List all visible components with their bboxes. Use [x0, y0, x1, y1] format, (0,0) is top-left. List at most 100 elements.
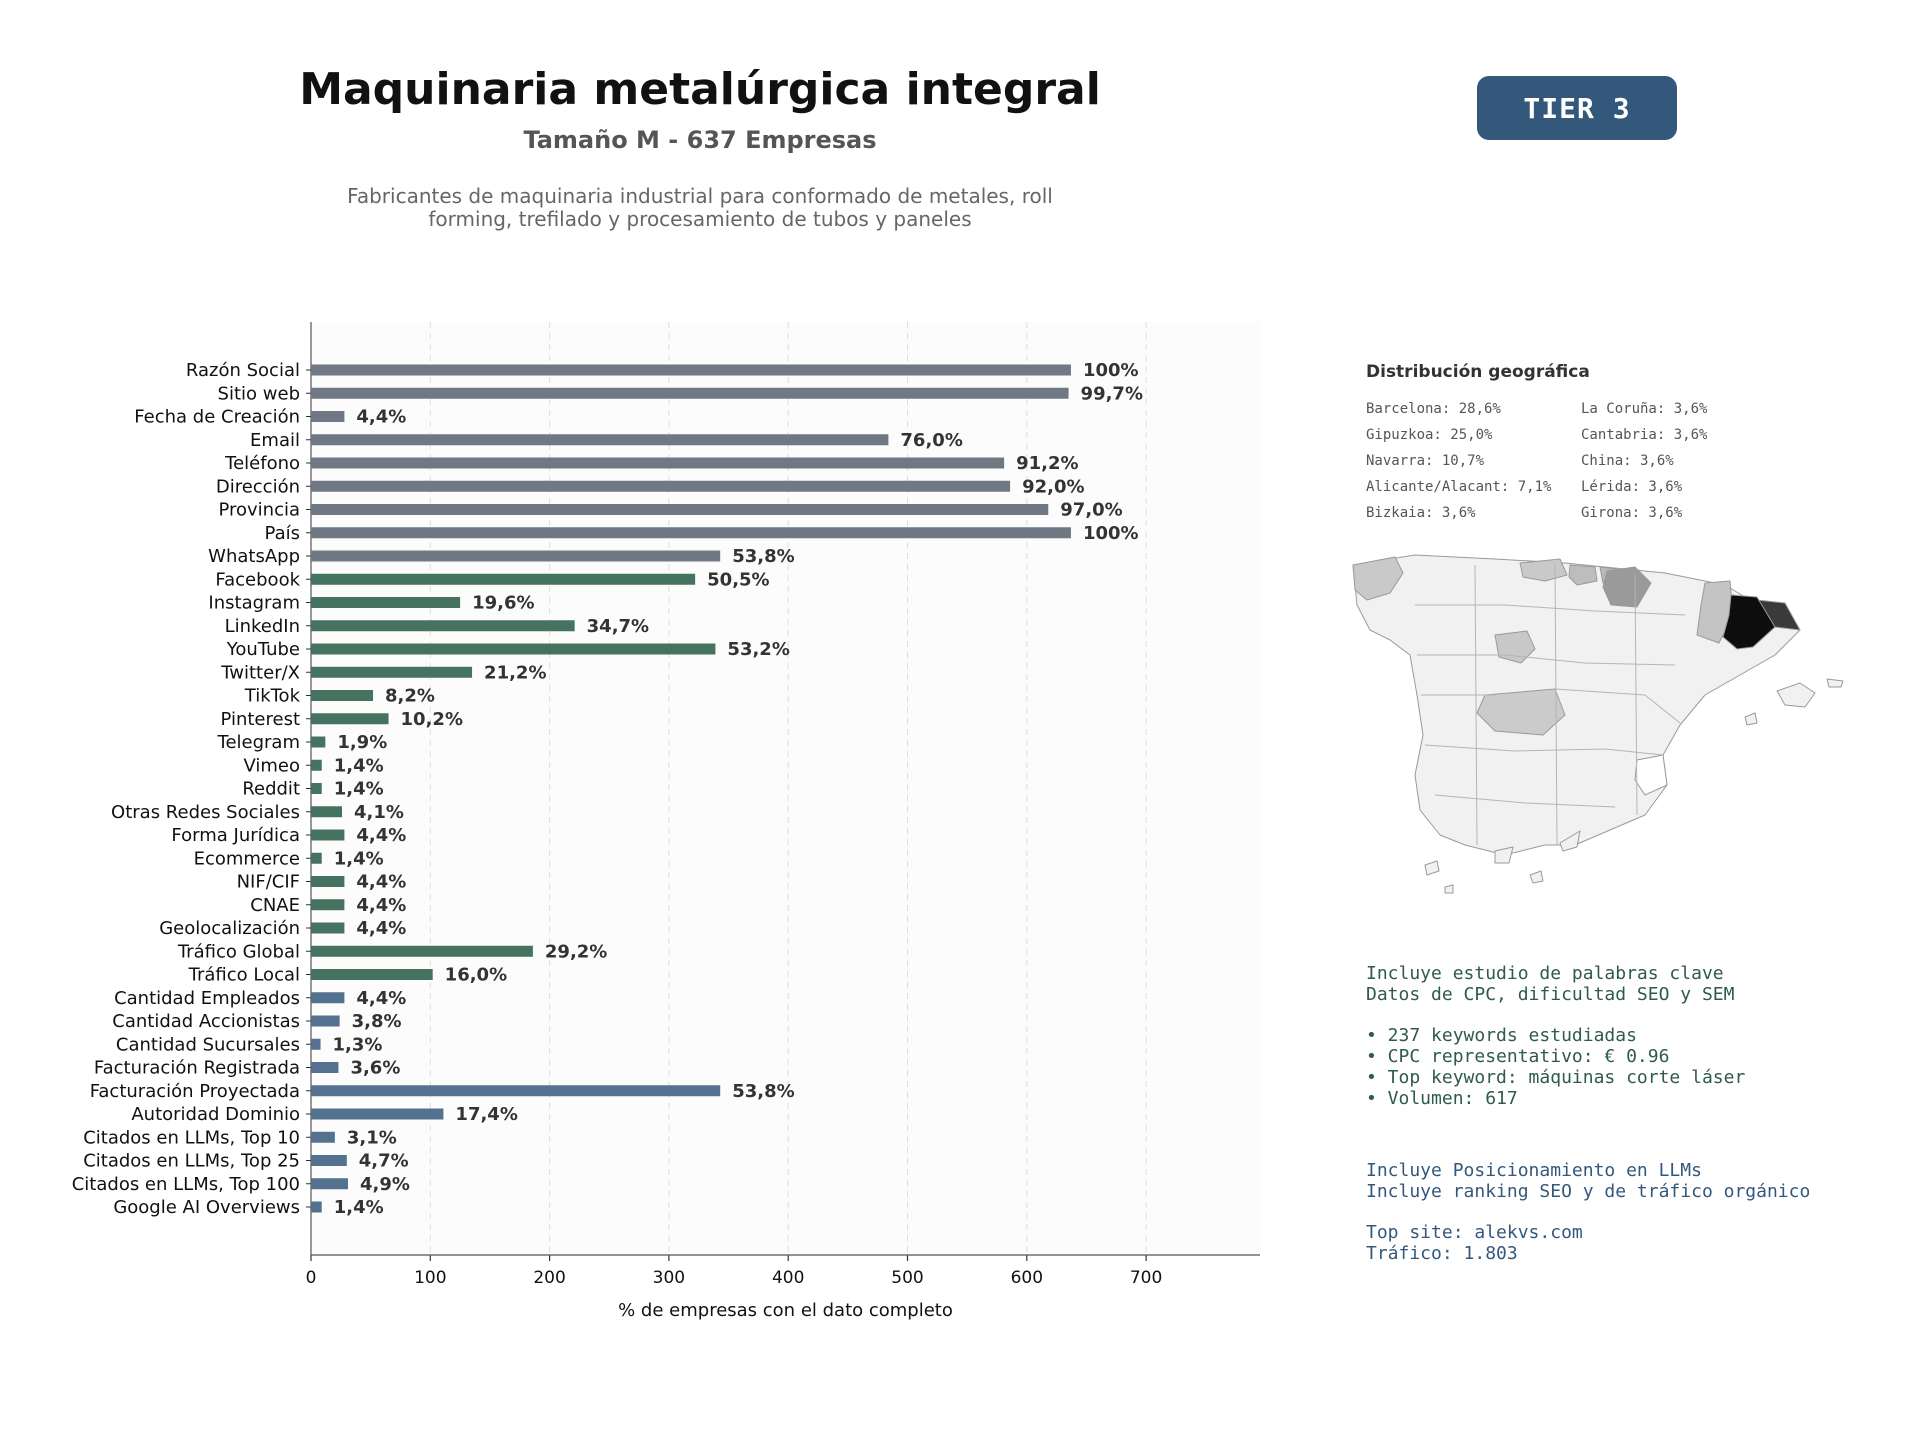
category-label: Autoridad Dominio — [131, 1104, 300, 1125]
category-label: Citados en LLMs, Top 10 — [83, 1127, 300, 1148]
data-label: 4,4% — [356, 988, 406, 1009]
keywords-line-2: Datos de CPC, dificultad SEO y SEM — [1366, 984, 1735, 1005]
category-label: Fecha de Creación — [134, 407, 300, 428]
bar — [311, 411, 345, 422]
category-label: NIF/CIF — [237, 872, 300, 893]
geo-item: Bizkaia: 3,6% — [1366, 505, 1476, 521]
keywords-panel: Incluye estudio de palabras clave Datos … — [1366, 963, 1745, 1109]
category-label: Citados en LLMs, Top 25 — [83, 1151, 300, 1172]
data-label: 4,4% — [356, 825, 406, 846]
data-label: 100% — [1083, 360, 1139, 381]
bar — [311, 713, 389, 725]
bar — [311, 504, 1049, 515]
map-region-lerida — [1696, 580, 1734, 644]
geo-item: China: 3,6% — [1581, 453, 1674, 469]
bar — [311, 945, 533, 957]
data-label: 50,5% — [707, 569, 769, 590]
bar — [311, 1015, 340, 1027]
bar — [311, 1062, 339, 1073]
bar — [311, 783, 322, 794]
geo-item: Girona: 3,6% — [1581, 505, 1683, 521]
data-label: 92,0% — [1022, 476, 1084, 497]
category-label: YouTube — [226, 639, 300, 660]
category-label: LinkedIn — [225, 616, 300, 637]
data-label: 29,2% — [545, 941, 607, 962]
bar — [311, 829, 345, 841]
bar — [311, 620, 575, 632]
bar — [311, 736, 326, 748]
tier-badge: TIER 3 — [1477, 76, 1677, 140]
page-subtitle: Tamaño M - 637 Empresas — [523, 126, 877, 154]
geo-item: Alicante/Alacant: 7,1% — [1366, 479, 1552, 495]
page-description: Fabricantes de maquinaria industrial par… — [320, 185, 1080, 231]
category-label: Otras Redes Sociales — [111, 802, 300, 823]
data-label: 1,4% — [334, 779, 384, 800]
geo-item: Barcelona: 28,6% — [1366, 401, 1501, 417]
category-label: Cantidad Accionistas — [112, 1011, 300, 1032]
keywords-line-1: Incluye estudio de palabras clave — [1366, 963, 1724, 984]
llm-traffic: Tráfico: 1.803 — [1366, 1243, 1518, 1264]
bar — [311, 806, 343, 818]
bar — [311, 1038, 321, 1050]
keywords-bullet: • Volumen: 617 — [1366, 1088, 1518, 1109]
category-label: CNAE — [250, 895, 300, 916]
keywords-bullet: • Top keyword: máquinas corte láser — [1366, 1067, 1746, 1088]
keywords-bullet: • CPC representativo: € 0.96 — [1366, 1046, 1670, 1067]
data-label: 91,2% — [1016, 453, 1078, 474]
data-label: 4,1% — [354, 802, 404, 823]
bar — [311, 480, 1011, 492]
spain-choropleth-map — [1352, 554, 1844, 894]
map-region-alicante — [1634, 754, 1668, 796]
geo-item: La Coruña: 3,6% — [1581, 401, 1708, 417]
data-label: 4,4% — [356, 918, 406, 939]
category-label: Reddit — [242, 779, 300, 800]
data-label: 4,4% — [356, 407, 406, 428]
bar — [311, 899, 345, 911]
data-label: 53,2% — [727, 639, 789, 660]
category-label: Twitter/X — [220, 662, 300, 683]
data-label: 4,7% — [359, 1151, 409, 1172]
data-label: 4,4% — [356, 895, 406, 916]
data-label: 3,8% — [352, 1011, 402, 1032]
bar — [311, 643, 716, 655]
bar — [311, 457, 1005, 469]
data-label: 21,2% — [484, 662, 546, 683]
map-region-canarias-5 — [1444, 884, 1454, 894]
geo-item: Navarra: 10,7% — [1366, 453, 1485, 469]
bar — [311, 527, 1071, 539]
bar — [311, 690, 374, 701]
bar — [311, 434, 889, 446]
x-tick-label: 200 — [533, 1268, 565, 1288]
data-label: 100% — [1083, 523, 1139, 544]
map-region-canarias-1 — [1424, 860, 1440, 876]
bar — [311, 1155, 347, 1166]
data-label: 4,9% — [360, 1174, 410, 1195]
category-label: Ecommerce — [194, 848, 300, 869]
data-label: 1,4% — [334, 755, 384, 776]
x-tick-label: 100 — [414, 1268, 446, 1288]
geo-item: Cantabria: 3,6% — [1581, 427, 1708, 443]
x-tick-label: 600 — [1011, 1268, 1043, 1288]
data-label: 3,6% — [350, 1058, 400, 1079]
llm-panel: Incluye Posicionamiento en LLMs Incluye … — [1366, 1160, 1810, 1264]
data-label: 1,4% — [334, 848, 384, 869]
data-label: 8,2% — [385, 686, 435, 707]
category-label: Vimeo — [243, 755, 300, 776]
bar — [311, 1131, 335, 1143]
data-label: 1,4% — [334, 1197, 384, 1218]
x-axis-label: % de empresas con el dato completo — [618, 1300, 953, 1321]
data-label: 53,8% — [732, 1081, 794, 1102]
bar — [311, 387, 1069, 399]
category-label: Pinterest — [220, 709, 300, 730]
x-tick-label: 300 — [653, 1268, 685, 1288]
map-region-ibiza — [1744, 712, 1758, 726]
category-label: Email — [250, 430, 300, 451]
category-label: Tráfico Local — [188, 965, 300, 986]
data-label: 16,0% — [445, 965, 507, 986]
map-region-barcelona — [1722, 594, 1776, 650]
map-region-canarias-2 — [1494, 846, 1514, 864]
category-label: TikTok — [244, 686, 301, 707]
data-label: 17,4% — [455, 1104, 517, 1125]
spacer — [1366, 1202, 1810, 1222]
map-region-navarra — [1602, 566, 1652, 608]
